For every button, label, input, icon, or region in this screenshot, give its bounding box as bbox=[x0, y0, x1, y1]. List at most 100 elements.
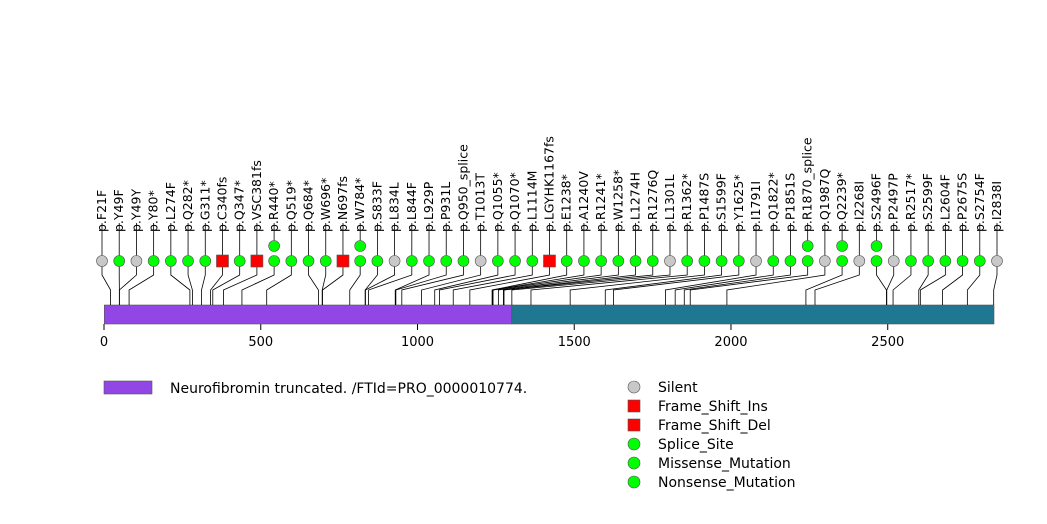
mutation-connector bbox=[101, 261, 111, 305]
mutation-marker-nonsense-mutation[interactable] bbox=[836, 255, 848, 267]
mutation-marker-missense-mutation[interactable] bbox=[698, 255, 711, 267]
mutation-marker-nonsense-mutation[interactable] bbox=[182, 255, 194, 267]
mutation-connector bbox=[322, 261, 344, 305]
mutation-marker-nonsense-mutation[interactable] bbox=[733, 255, 745, 267]
mutation-marker-silent[interactable] bbox=[750, 255, 762, 267]
mutation-marker-silent[interactable] bbox=[474, 255, 487, 267]
mutation-marker-nonsense-mutation[interactable] bbox=[767, 255, 780, 267]
mutation-connector bbox=[394, 261, 430, 305]
mutation-label: p.Y1625* bbox=[731, 174, 746, 232]
legend-type-label: Nonsense_Mutation bbox=[658, 475, 795, 491]
mutation-connector bbox=[308, 261, 319, 305]
mutation-marker-nonsense-mutation[interactable] bbox=[681, 255, 693, 267]
mutation-connector bbox=[674, 261, 774, 305]
mutation-marker-missense-mutation[interactable] bbox=[113, 255, 126, 267]
mutation-marker-nonsense-mutation[interactable] bbox=[612, 255, 625, 267]
mutation-marker-silent[interactable] bbox=[853, 255, 866, 267]
mutation-marker-silent[interactable] bbox=[664, 255, 676, 267]
domain-legend-label: Neurofibromin truncated. /FTId=PRO_00000… bbox=[170, 381, 527, 397]
mutation-connector bbox=[497, 261, 619, 305]
mutation-label: p.S1599F bbox=[714, 173, 729, 232]
mutation-marker-silent[interactable] bbox=[991, 255, 1003, 267]
mutation-label: p.L2604F bbox=[937, 174, 952, 232]
mutation-marker-splice-site[interactable] bbox=[457, 255, 470, 267]
mutation-label: p.LGYHK1167fs bbox=[542, 136, 557, 232]
mutation-marker-missense-mutation[interactable] bbox=[715, 255, 728, 267]
mutation-marker-nonsense-mutation[interactable] bbox=[354, 240, 366, 252]
mutation-marker-splice-site[interactable] bbox=[801, 240, 814, 252]
mutation-marker-splice-site[interactable] bbox=[801, 255, 814, 267]
mutation-connector bbox=[503, 261, 654, 305]
mutation-label: p.S2754F bbox=[972, 173, 987, 232]
legend-type-label: Silent bbox=[658, 380, 698, 396]
mutation-connector bbox=[210, 261, 223, 305]
mutation-marker-nonsense-mutation[interactable] bbox=[836, 240, 848, 252]
mutation-marker-missense-mutation[interactable] bbox=[371, 255, 384, 267]
mutation-type-legend: Silent Frame_Shift_Ins Frame_Shift_Del Spli… bbox=[627, 380, 795, 491]
mutation-connector bbox=[689, 261, 809, 305]
mutation-label: p.Y80* bbox=[146, 190, 161, 232]
mutation-marker-missense-mutation[interactable] bbox=[165, 255, 177, 267]
mutation-label: p.R1241* bbox=[593, 173, 608, 232]
mutation-marker-frame-shift-ins[interactable] bbox=[336, 254, 350, 268]
mutation-marker-nonsense-mutation[interactable] bbox=[319, 255, 332, 267]
mutation-marker-missense-mutation[interactable] bbox=[646, 255, 659, 267]
mutation-marker-missense-mutation[interactable] bbox=[629, 255, 642, 267]
mutation-label: p.P931L bbox=[438, 182, 453, 232]
mutation-marker-nonsense-mutation[interactable] bbox=[233, 255, 246, 267]
mutation-marker-missense-mutation[interactable] bbox=[406, 255, 418, 267]
mutation-marker-frame-shift-del[interactable] bbox=[543, 254, 556, 268]
mutation-marker-nonsense-mutation[interactable] bbox=[147, 255, 160, 267]
mutation-marker-nonsense-mutation[interactable] bbox=[509, 255, 521, 267]
mutation-marker-silent[interactable] bbox=[819, 255, 831, 267]
mutation-stems bbox=[101, 223, 998, 261]
mutation-connector bbox=[266, 261, 292, 305]
mutation-marker-missense-mutation[interactable] bbox=[440, 255, 453, 267]
mutation-marker-missense-mutation[interactable] bbox=[578, 255, 590, 267]
mutation-marker-missense-mutation[interactable] bbox=[870, 240, 883, 252]
legend-square-icon bbox=[627, 418, 641, 432]
mutation-marker-silent[interactable] bbox=[388, 255, 401, 267]
mutation-marker-missense-mutation[interactable] bbox=[870, 255, 883, 267]
protein-domains bbox=[104, 304, 995, 325]
mutation-connector bbox=[892, 261, 912, 305]
mutation-marker-missense-mutation[interactable] bbox=[939, 255, 952, 267]
mutation-marker-silent[interactable] bbox=[130, 255, 143, 267]
mutation-marker-nonsense-mutation[interactable] bbox=[354, 255, 366, 267]
mutation-marker-nonsense-mutation[interactable] bbox=[285, 255, 298, 267]
mutation-label: p.Q1987Q bbox=[817, 168, 832, 232]
mutation-marker-missense-mutation[interactable] bbox=[922, 255, 934, 267]
mutation-marker-silent[interactable] bbox=[887, 255, 900, 267]
mutation-marker-nonsense-mutation[interactable] bbox=[905, 255, 917, 267]
mutation-label: p.Q684* bbox=[301, 180, 316, 232]
mutation-label: p.G311* bbox=[197, 180, 212, 232]
legend-type-label: Frame_Shift_Del bbox=[658, 418, 771, 434]
legend-type-label: Frame_Shift_Ins bbox=[658, 399, 768, 415]
mutation-label: p.N697fs bbox=[335, 176, 350, 232]
mutation-marker-nonsense-mutation[interactable] bbox=[492, 255, 504, 267]
mutation-marker-frame-shift-del[interactable] bbox=[216, 254, 229, 268]
mutation-marker-nonsense-mutation[interactable] bbox=[302, 255, 315, 267]
mutation-marker-frame-shift-del[interactable] bbox=[250, 254, 264, 268]
mutation-marker-nonsense-mutation[interactable] bbox=[595, 255, 607, 267]
mutation-marker-missense-mutation[interactable] bbox=[526, 255, 539, 267]
mutation-marker-nonsense-mutation[interactable] bbox=[560, 255, 573, 267]
mutation-label: p.I1791I bbox=[748, 181, 763, 232]
mutation-marker-silent[interactable] bbox=[96, 255, 108, 267]
mutation-connector bbox=[491, 261, 568, 305]
mutation-marker-missense-mutation[interactable] bbox=[973, 255, 986, 267]
mutation-label: p.R1362* bbox=[679, 173, 694, 232]
mutation-marker-nonsense-mutation[interactable] bbox=[268, 255, 280, 267]
mutation-connector bbox=[401, 261, 464, 305]
mutation-connector bbox=[118, 261, 137, 305]
mutation-label: p.Q1070* bbox=[507, 172, 522, 232]
mutation-marker-missense-mutation[interactable] bbox=[956, 255, 969, 267]
mutation-labels: p.F21F p.Y49F p.Y49Y p.Y80* p.L274F p.Q282* p.… bbox=[94, 136, 1004, 232]
mutation-label: p.Y49Y bbox=[128, 189, 143, 232]
x-tick-label: 2500 bbox=[871, 335, 904, 350]
mutation-marker-missense-mutation[interactable] bbox=[423, 255, 435, 267]
mutation-marker-nonsense-mutation[interactable] bbox=[199, 255, 212, 267]
mutation-marker-missense-mutation[interactable] bbox=[784, 255, 797, 267]
mutation-marker-nonsense-mutation[interactable] bbox=[268, 240, 280, 252]
